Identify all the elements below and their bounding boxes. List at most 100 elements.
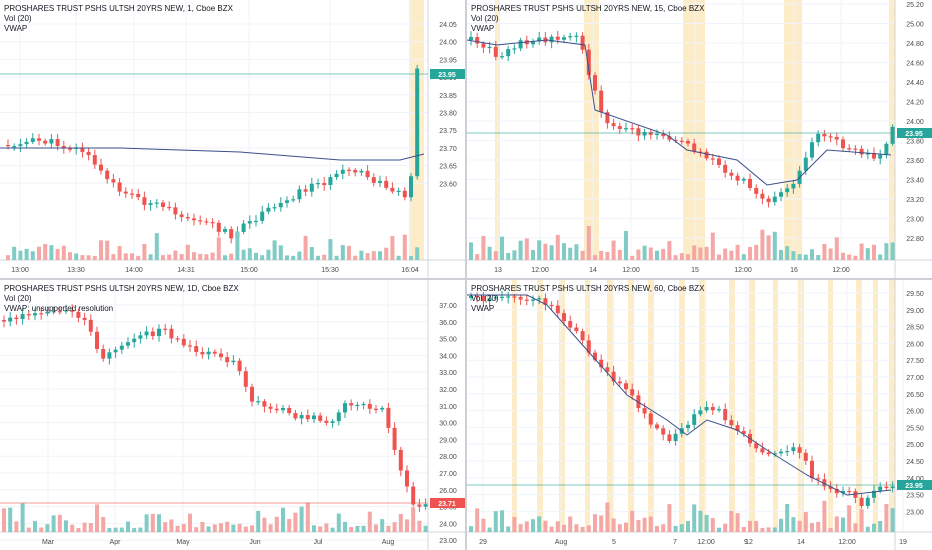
candle	[55, 139, 60, 147]
chart-pane-15min[interactable]: 25.20 25.00 24.80 24.60 24.40 24.20 24.00 23.80…	[467, 0, 932, 278]
pane-divider-horizontal[interactable]	[0, 278, 932, 280]
candle	[580, 35, 585, 50]
price-tick-label: 25.00	[906, 22, 924, 29]
candle	[810, 460, 814, 479]
volume-bar	[130, 253, 134, 260]
candle	[599, 359, 604, 368]
time-tick-label: 9	[744, 539, 748, 546]
candle	[772, 196, 777, 203]
vwap-line	[467, 39, 892, 186]
chart-canvas-1min[interactable]: 24.0524.0023.9523.9023.8523.8023.7523.70…	[0, 0, 465, 278]
time-tick-label: 12:00	[697, 539, 715, 546]
volume-bar	[361, 525, 366, 532]
volume-bar	[117, 246, 122, 260]
chart-canvas-15min[interactable]: 25.20 25.00 24.80 24.60 24.40 24.20 24.00 23.80…	[467, 0, 932, 278]
volume-bar	[188, 513, 192, 532]
price-tick-label: 29.00	[439, 437, 457, 444]
volume-bar	[710, 232, 715, 260]
candle	[175, 338, 180, 340]
chart-pane-60min[interactable]: 29.50 29.00 28.50 28.00 27.50 27.00 26.50 26.00…	[467, 280, 932, 550]
volume-bar	[80, 255, 85, 260]
volume-bar	[611, 240, 616, 260]
candle	[574, 327, 579, 332]
volume-bar	[272, 240, 277, 260]
candle	[281, 407, 285, 411]
volume-bar	[828, 527, 833, 532]
candle	[593, 75, 597, 91]
candle	[500, 296, 504, 298]
candle	[324, 420, 329, 423]
chart-canvas-60min[interactable]: 29.50 29.00 28.50 28.00 27.50 27.00 26.50 26.00…	[467, 280, 932, 550]
volume-bar	[673, 525, 678, 532]
candle	[243, 371, 248, 387]
candle	[760, 448, 765, 453]
candle	[568, 321, 573, 328]
candle	[667, 136, 672, 140]
volume-bar	[322, 254, 327, 260]
candle	[316, 183, 320, 185]
volume-bar	[803, 254, 808, 260]
candle	[512, 296, 517, 298]
candle	[6, 145, 10, 147]
volume-bar	[278, 245, 283, 260]
candle	[30, 138, 35, 142]
volume-bar	[181, 523, 186, 532]
volume-bar	[256, 510, 261, 532]
price-tick-label: 24.00	[439, 40, 457, 47]
session-band	[856, 280, 862, 532]
volume-bar	[847, 505, 852, 532]
volume-bar	[803, 512, 808, 532]
candle	[698, 410, 703, 415]
volume-bar	[859, 243, 864, 260]
volume-bar	[268, 524, 273, 532]
volume-bar	[136, 255, 141, 260]
volume-bar	[274, 516, 279, 532]
session-band	[512, 280, 517, 532]
volume-bar	[580, 526, 585, 532]
candle	[390, 187, 395, 192]
chart-pane-1min[interactable]: 24.0524.0023.9523.9023.8523.8023.7523.70…	[0, 0, 465, 278]
candle	[378, 180, 382, 183]
candle	[303, 189, 308, 192]
candle	[475, 37, 480, 44]
candle	[500, 56, 504, 58]
candle	[872, 490, 876, 498]
candle	[163, 328, 168, 330]
volume-bar	[74, 253, 79, 260]
candle	[630, 128, 635, 130]
volume-bar	[555, 234, 560, 260]
price-tick-label: 24.50	[906, 459, 924, 466]
volume-bar	[779, 249, 783, 260]
chart-canvas-1d[interactable]: 37.00 36.00 35.00 34.00 33.00 32.00 31.00 30.00…	[0, 280, 465, 550]
volume-bar	[6, 255, 10, 260]
current-price-label: 23.95	[438, 72, 456, 79]
candle	[212, 351, 217, 354]
volume-bar	[398, 513, 403, 532]
chart-pane-1d[interactable]: 37.00 36.00 35.00 34.00 33.00 32.00 31.00 30.00…	[0, 280, 465, 550]
volume-bar	[785, 504, 790, 532]
volume-bar	[884, 243, 889, 260]
candle	[349, 403, 354, 406]
volume-bar	[12, 246, 17, 260]
candle	[828, 136, 833, 138]
volume-bar	[766, 235, 771, 260]
pane-divider-vertical[interactable]	[465, 0, 467, 550]
volume-bar	[219, 523, 223, 532]
volume-bar	[599, 250, 604, 260]
volume-bar	[237, 523, 242, 532]
session-band	[683, 0, 705, 260]
candle	[20, 314, 25, 320]
candle	[518, 297, 523, 300]
volume-bar	[365, 253, 370, 260]
candle	[384, 180, 389, 188]
volume-bar	[45, 524, 50, 532]
volume-bar	[865, 248, 870, 260]
candle	[380, 407, 385, 410]
price-tick-label: 24.00	[439, 521, 457, 528]
price-tick-label: 24.05	[439, 22, 457, 29]
volume-bar	[161, 255, 165, 260]
volume-bar	[679, 253, 684, 260]
volume-bar	[163, 522, 168, 532]
candle	[241, 223, 246, 232]
volume-bar	[636, 249, 641, 260]
